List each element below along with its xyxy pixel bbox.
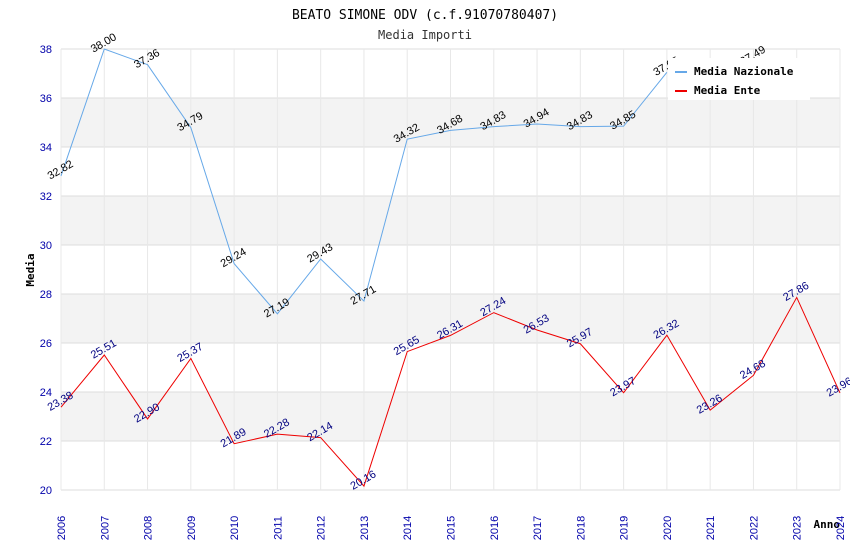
chart-title: BEATO SIMONE ODV (c.f.91070780407) — [292, 8, 558, 23]
y-axis-label: Media — [24, 253, 37, 286]
y-tick-label: 20 — [40, 485, 52, 497]
x-tick-label: 2022 — [748, 516, 760, 540]
x-tick-label: 2009 — [186, 516, 198, 540]
x-axis-label: Anno — [814, 518, 841, 531]
x-tick-label: 2013 — [359, 516, 371, 540]
y-tick-label: 32 — [40, 191, 52, 203]
series-lines — [60, 48, 841, 488]
x-tick-label: 2014 — [402, 516, 414, 540]
y-tick-label: 22 — [40, 436, 52, 448]
y-tick-label: 26 — [40, 338, 52, 350]
x-tick-label: 2017 — [532, 516, 544, 540]
x-tick-labels: 2006 2007 2008 2009 2010 2011 2012 2013 2014 2015… — [56, 516, 847, 540]
y-tick-label: 38 — [40, 44, 52, 56]
x-tick-label: 2020 — [662, 516, 674, 540]
x-tick-label: 2011 — [272, 516, 284, 540]
x-tick-label: 2006 — [56, 516, 68, 540]
x-tick-label: 2012 — [316, 516, 328, 540]
legend-box — [668, 58, 810, 100]
x-tick-label: 2016 — [489, 516, 501, 540]
legend: Media Nazionale Media Ente — [668, 58, 810, 100]
x-tick-label: 2010 — [229, 516, 241, 540]
x-tick-label: 2007 — [99, 516, 111, 540]
x-tick-label: 2024 — [835, 516, 847, 540]
x-tick-label: 2015 — [446, 516, 458, 540]
chart-subtitle: Media Importi — [378, 28, 472, 42]
legend-label-media-nazionale: Media Nazionale — [694, 65, 794, 78]
y-tick-label: 24 — [40, 387, 52, 399]
x-tick-label: 2008 — [143, 516, 155, 540]
y-tick-label: 30 — [40, 240, 52, 252]
grid-lines — [60, 48, 841, 491]
x-tick-label: 2018 — [575, 516, 587, 540]
y-tick-labels: 20 22 24 26 28 30 32 34 36 38 — [40, 44, 52, 497]
x-tick-label: 2023 — [792, 516, 804, 540]
series-line-media-ente — [60, 296, 841, 488]
y-tick-label: 36 — [40, 93, 52, 105]
series-line-media-nazionale — [60, 48, 668, 315]
y-tick-label: 28 — [40, 289, 52, 301]
x-tick-label: 2021 — [705, 516, 717, 540]
x-tick-label: 2019 — [619, 516, 631, 540]
y-tick-label: 34 — [40, 142, 52, 154]
legend-label-media-ente: Media Ente — [694, 84, 761, 97]
